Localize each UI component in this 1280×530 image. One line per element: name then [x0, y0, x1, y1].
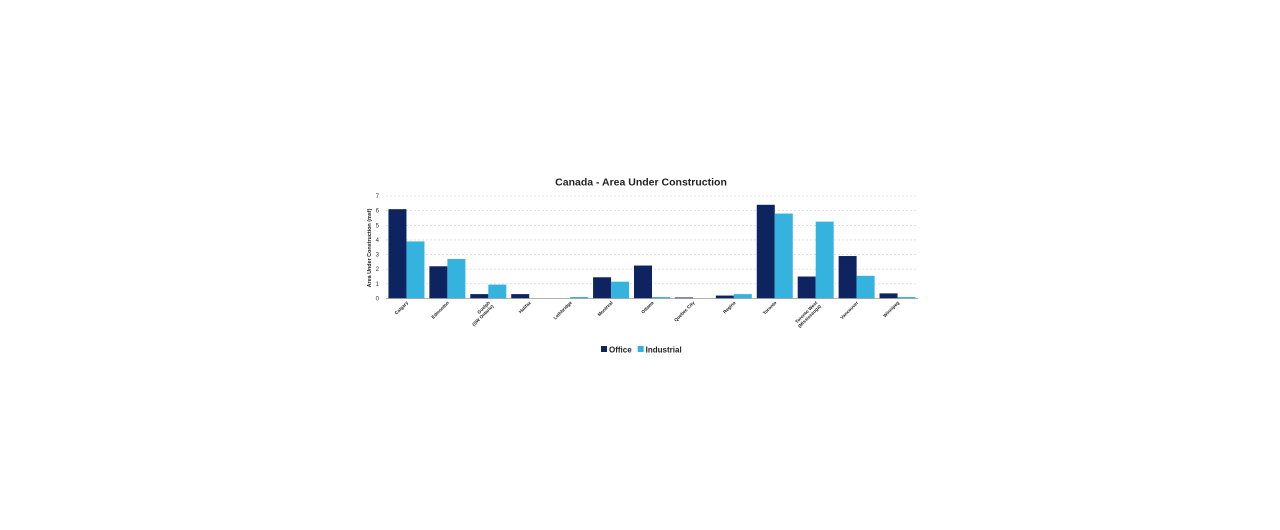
- x-tick-label-line: Montreal: [597, 300, 614, 317]
- x-tick-label: Regina: [722, 300, 737, 315]
- x-tick-label: Edmonton: [430, 300, 450, 320]
- legend: Office Industrial: [601, 346, 682, 355]
- x-tick-label-line: Lethbridge: [553, 300, 574, 321]
- bar-office-toronto: [756, 204, 775, 299]
- x-tick-label-line: Quebec City: [673, 300, 696, 323]
- y-tick-label: 4: [376, 238, 380, 244]
- bar-office-winnipeg: [879, 293, 898, 299]
- bar-industrial-guelph-sw-ontario: [488, 284, 507, 299]
- legend-swatch-office: [601, 346, 607, 352]
- bar-office-quebec-city: [674, 297, 693, 299]
- x-tick-label: Ottawa: [640, 300, 655, 315]
- bar-industrial-toronto: [774, 213, 793, 299]
- y-axis-ticks: 0 1 2 3 4 5 6 7: [376, 194, 380, 303]
- y-tick-label: 1: [376, 282, 380, 288]
- x-tick-label-line: Ottawa: [640, 300, 655, 315]
- x-tick-label: Montreal: [597, 300, 614, 317]
- chart-title: Canada - Area Under Construction: [555, 177, 727, 189]
- bar-office-vancouver: [838, 256, 857, 299]
- x-tick-label-line: Regina: [722, 300, 737, 315]
- x-tick-label: Winnipeg: [882, 300, 900, 318]
- y-tick-label: 2: [376, 267, 380, 273]
- x-axis-labels: Calgary Edmonton Guelph(SW Ontario) Halifax…: [394, 300, 901, 329]
- x-tick-label: Toronto: [762, 300, 778, 316]
- bar-office-calgary: [388, 209, 407, 299]
- y-tick-label: 0: [376, 297, 380, 303]
- bar-office-ottawa: [633, 265, 652, 299]
- x-tick-label-line: Winnipeg: [882, 300, 900, 318]
- x-tick-label: Lethbridge: [553, 300, 574, 321]
- y-tick-label: 5: [376, 223, 380, 229]
- bar-industrial-winnipeg: [897, 297, 916, 299]
- bar-industrial-lethbridge: [570, 297, 589, 299]
- bar-office-guelph-sw-ontario: [470, 294, 489, 299]
- x-tick-label: Toronto West(Mississauga): [794, 300, 822, 329]
- bar-industrial-montreal: [611, 281, 630, 299]
- y-tick-label: 3: [376, 253, 380, 259]
- x-tick-label-line: Edmonton: [430, 300, 450, 320]
- bar-industrial-regina: [733, 294, 752, 299]
- bar-industrial-vancouver: [856, 275, 875, 299]
- bar-office-regina: [715, 295, 734, 299]
- x-tick-label: Calgary: [394, 300, 410, 316]
- bars: [388, 204, 916, 299]
- bar-office-edmonton: [429, 266, 448, 299]
- x-tick-label: Quebec City: [673, 300, 696, 323]
- bar-industrial-edmonton: [447, 258, 466, 299]
- x-tick-label: Vancouver: [839, 300, 859, 320]
- x-tick-label-line: Halifax: [518, 300, 533, 315]
- legend-label-industrial: Industrial: [646, 346, 682, 355]
- x-tick-label-line: Calgary: [394, 300, 410, 316]
- y-axis-label: Area Under Construction (msf): [367, 208, 373, 287]
- x-tick-label: Guelph(SW Ontario): [471, 300, 495, 327]
- x-tick-label: Halifax: [518, 300, 533, 315]
- legend-label-office: Office: [609, 346, 632, 355]
- bar-industrial-calgary: [406, 241, 425, 299]
- bar-industrial-toronto-west-mississauga: [815, 221, 834, 299]
- bar-office-montreal: [593, 277, 612, 299]
- bar-industrial-ottawa: [652, 297, 671, 299]
- x-tick-label-line: Vancouver: [839, 300, 859, 320]
- bar-office-halifax: [511, 294, 530, 299]
- bar-office-toronto-west-mississauga: [797, 276, 816, 299]
- y-tick-label: 6: [376, 209, 380, 215]
- x-tick-label-line: Toronto: [762, 300, 778, 316]
- legend-swatch-industrial: [637, 346, 644, 352]
- y-tick-label: 7: [376, 194, 380, 200]
